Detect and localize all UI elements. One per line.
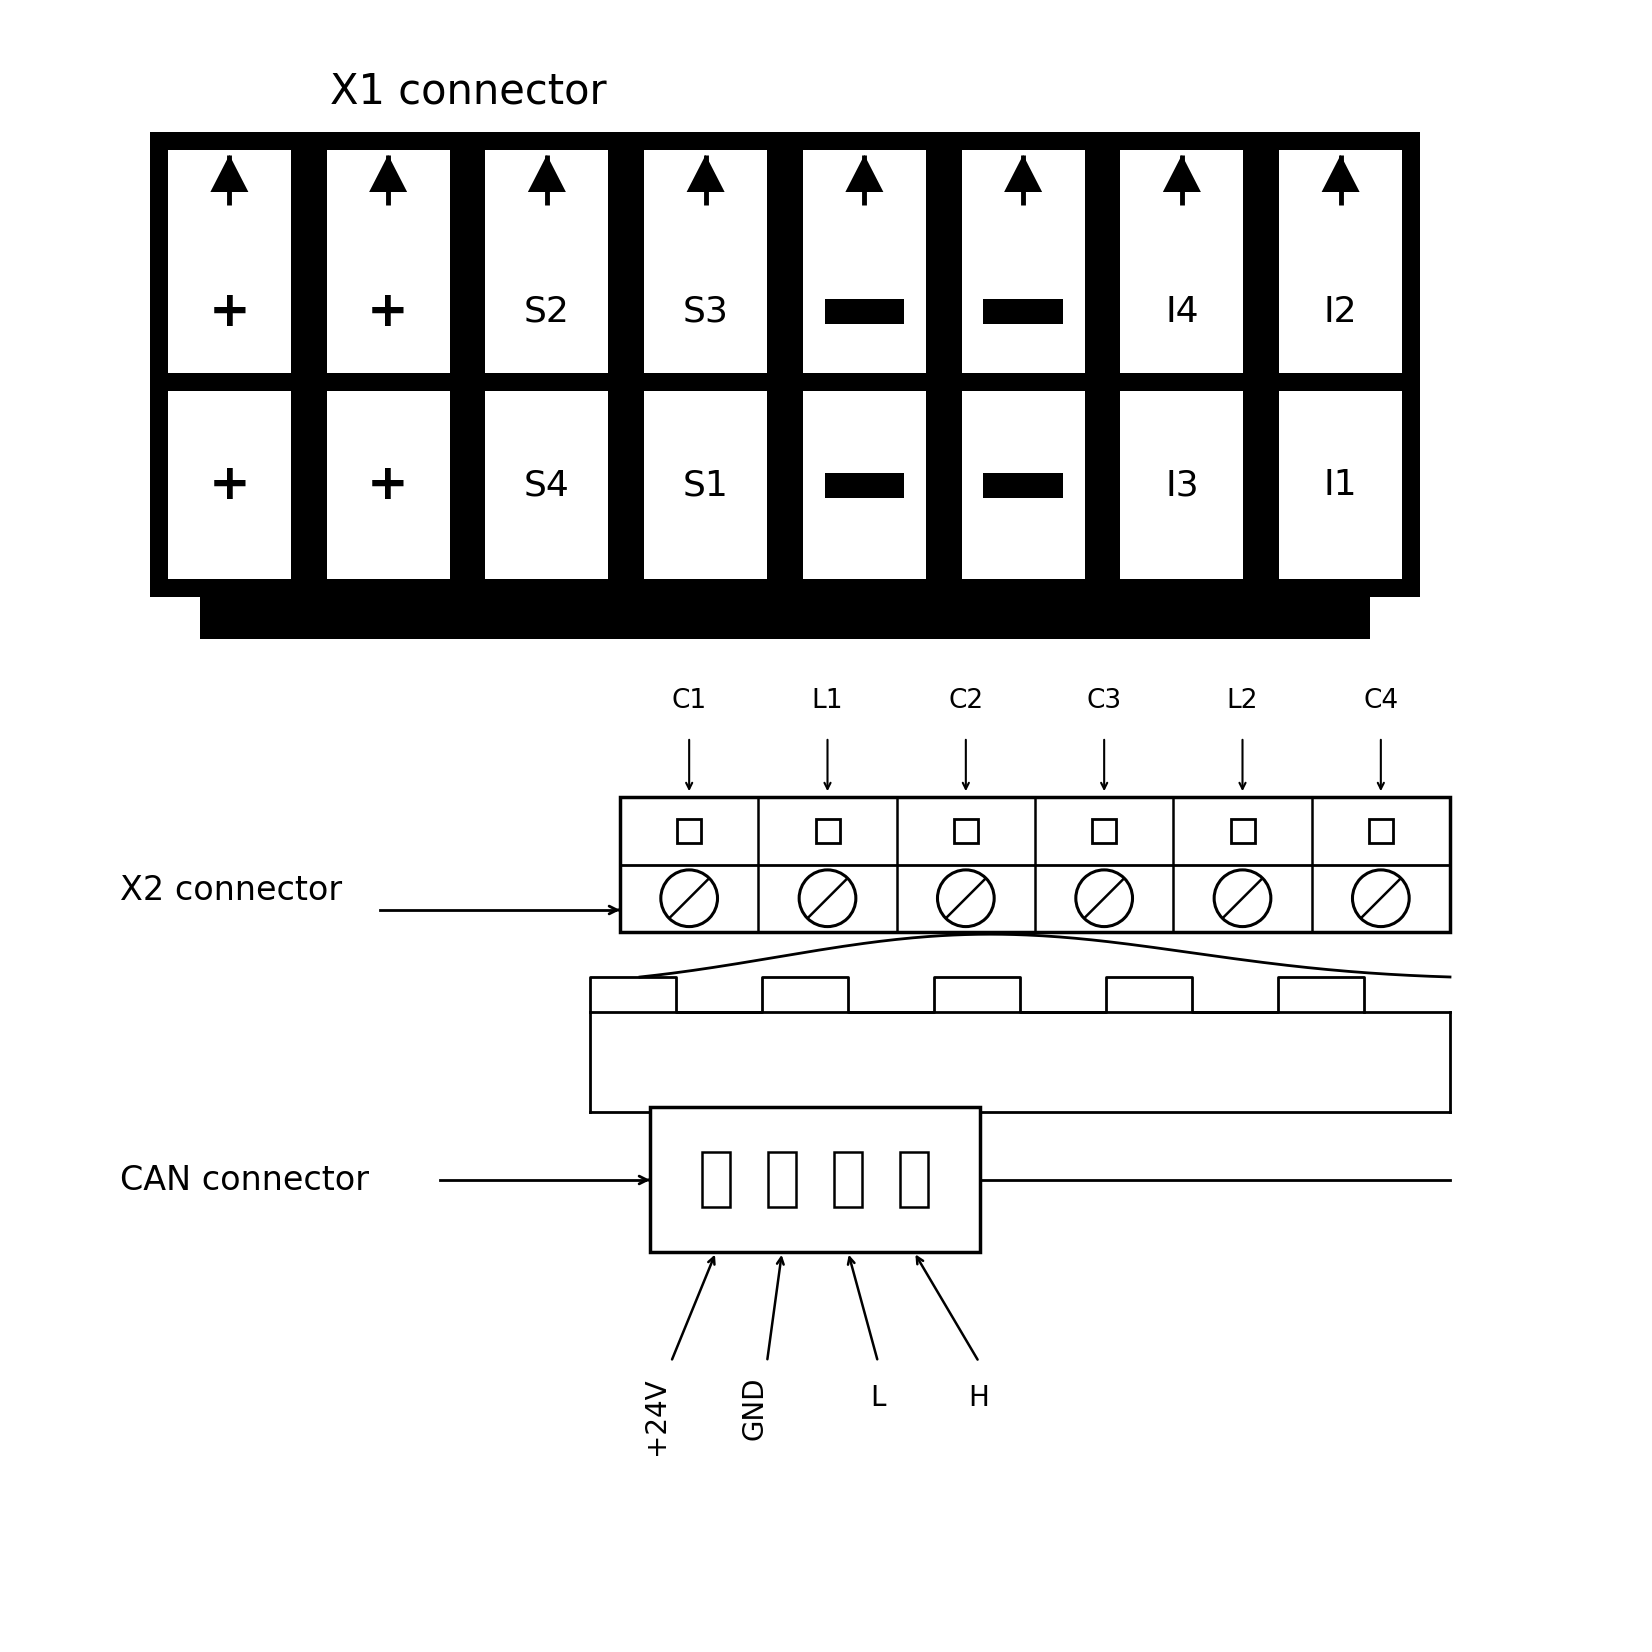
Text: I1: I1: [1323, 468, 1358, 502]
Text: I3: I3: [1165, 468, 1199, 502]
Bar: [961, 150, 1084, 249]
Polygon shape: [687, 155, 725, 192]
Circle shape: [661, 871, 717, 927]
Bar: [486, 392, 608, 578]
Text: +: +: [208, 461, 249, 509]
Text: S4: S4: [524, 468, 570, 502]
Text: L: L: [871, 1384, 885, 1412]
Text: L2: L2: [1227, 687, 1259, 714]
Bar: [1120, 249, 1244, 373]
Bar: [200, 596, 1370, 639]
Text: C1: C1: [672, 687, 707, 714]
Bar: [150, 132, 1421, 596]
Text: S1: S1: [682, 468, 729, 502]
Bar: [803, 249, 925, 373]
Bar: [1120, 150, 1244, 249]
Bar: [1279, 249, 1403, 373]
Text: S2: S2: [524, 294, 570, 329]
Text: I4: I4: [1165, 294, 1199, 329]
Text: S3: S3: [682, 294, 729, 329]
Bar: [824, 472, 904, 497]
Text: GND: GND: [742, 1378, 768, 1441]
Bar: [327, 392, 449, 578]
Bar: [644, 150, 767, 249]
Text: +: +: [367, 287, 410, 335]
Polygon shape: [1322, 155, 1360, 192]
Bar: [150, 596, 200, 639]
Text: +: +: [208, 287, 249, 335]
Text: I2: I2: [1323, 294, 1358, 329]
Circle shape: [937, 871, 995, 927]
Bar: [169, 150, 291, 249]
Bar: [620, 796, 1450, 932]
Polygon shape: [1004, 155, 1042, 192]
Text: +: +: [367, 461, 410, 509]
Bar: [1120, 392, 1244, 578]
Bar: [803, 392, 925, 578]
Bar: [169, 249, 291, 373]
Bar: [961, 249, 1084, 373]
Bar: [900, 1151, 928, 1208]
Bar: [327, 150, 449, 249]
Bar: [803, 150, 925, 249]
Circle shape: [1214, 871, 1270, 927]
Bar: [486, 249, 608, 373]
Bar: [953, 819, 978, 843]
Text: X2 connector: X2 connector: [121, 874, 342, 907]
Bar: [824, 299, 904, 324]
Polygon shape: [529, 155, 567, 192]
Text: +24V: +24V: [643, 1378, 671, 1455]
Circle shape: [1075, 871, 1133, 927]
Bar: [169, 392, 291, 578]
Bar: [983, 299, 1062, 324]
Text: L1: L1: [811, 687, 843, 714]
Bar: [816, 819, 839, 843]
Polygon shape: [210, 155, 248, 192]
Bar: [649, 1107, 980, 1252]
Bar: [961, 392, 1084, 578]
Bar: [1092, 819, 1117, 843]
Polygon shape: [846, 155, 884, 192]
Bar: [702, 1151, 730, 1208]
Bar: [677, 819, 700, 843]
Bar: [983, 472, 1062, 497]
Text: CAN connector: CAN connector: [121, 1163, 368, 1196]
Bar: [486, 150, 608, 249]
Bar: [1279, 150, 1403, 249]
Bar: [1231, 819, 1254, 843]
Bar: [644, 249, 767, 373]
Bar: [1279, 392, 1403, 578]
Text: C4: C4: [1363, 687, 1398, 714]
Bar: [1370, 819, 1393, 843]
Circle shape: [800, 871, 856, 927]
Bar: [768, 1151, 796, 1208]
Text: C2: C2: [948, 687, 983, 714]
Text: X1 connector: X1 connector: [330, 71, 606, 112]
Bar: [834, 1151, 862, 1208]
Polygon shape: [1163, 155, 1201, 192]
Bar: [644, 392, 767, 578]
Bar: [327, 249, 449, 373]
Circle shape: [1353, 871, 1409, 927]
Polygon shape: [368, 155, 406, 192]
Text: H: H: [968, 1384, 990, 1412]
Text: C3: C3: [1087, 687, 1122, 714]
